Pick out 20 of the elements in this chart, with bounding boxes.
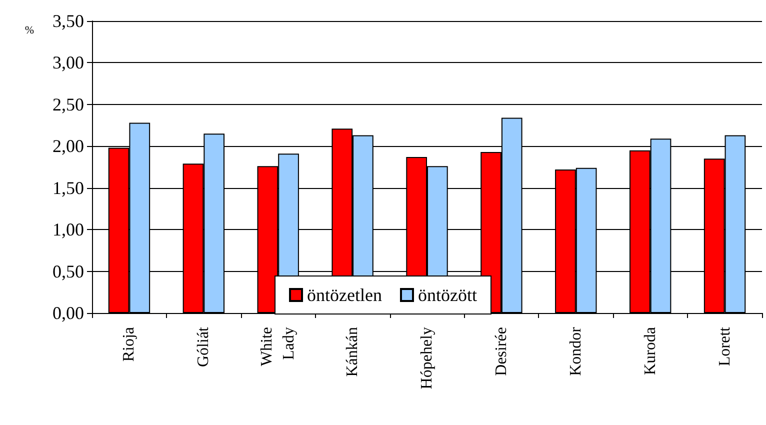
x-tick-label: Kuroda xyxy=(642,327,659,375)
y-tick-label: 3,00 xyxy=(52,52,84,73)
y-axis-title: % xyxy=(24,24,34,36)
y-tick-label: 0,50 xyxy=(52,261,84,282)
y-tick-label: 3,50 xyxy=(52,11,84,31)
x-tick-label: Kondor xyxy=(567,326,584,376)
x-tick-label: Lorett xyxy=(716,326,734,366)
x-tick-label: Kánkán xyxy=(344,327,362,377)
y-tick-label: 2,00 xyxy=(52,136,84,156)
x-tick-label: White Lady xyxy=(258,327,298,366)
x-tick-label: Hópehely xyxy=(418,327,436,390)
legend-label: öntözött xyxy=(418,285,477,305)
y-tick-label: 2,50 xyxy=(52,94,84,114)
legend-label: öntözetlen xyxy=(307,285,382,305)
y-tick-label: 1,00 xyxy=(52,220,84,240)
y-tick-label: 1,50 xyxy=(52,178,84,198)
x-tick-label: Rioja xyxy=(120,327,138,362)
y-tick-label: 0,00 xyxy=(52,303,84,323)
x-tick-label: Desirée xyxy=(492,327,510,376)
x-tick-label: Góliát xyxy=(195,326,212,367)
